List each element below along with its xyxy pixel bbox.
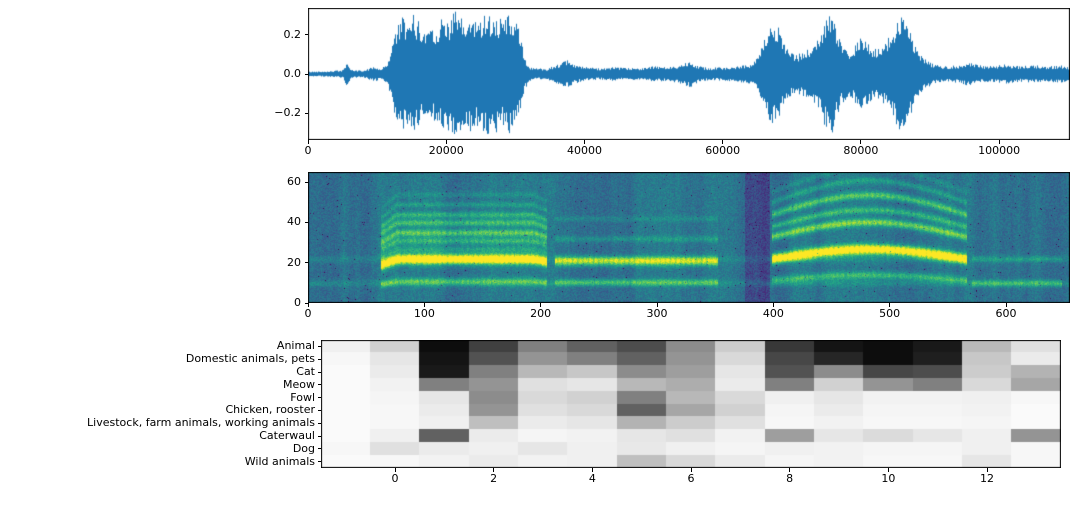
tick-mark — [304, 112, 308, 114]
tick-mark — [304, 34, 308, 36]
y-tick-label: −0.2 — [274, 106, 301, 120]
y-tick-label: 40 — [287, 215, 301, 229]
class-label: Domestic animals, pets — [185, 352, 315, 366]
tick-mark — [317, 448, 321, 450]
waveform-plot — [308, 8, 1070, 140]
class-label: Animal — [276, 339, 315, 353]
x-tick-label: 20000 — [428, 144, 464, 157]
tick-mark — [772, 303, 774, 307]
x-tick-label: 400 — [762, 307, 784, 320]
class-label: Fowl — [290, 390, 315, 404]
tick-mark — [304, 302, 308, 304]
tick-mark — [690, 468, 692, 472]
y-tick-label: 20 — [287, 255, 301, 269]
x-tick-label: 60000 — [705, 144, 741, 157]
y-tick-label: 0.2 — [283, 27, 302, 41]
tick-mark — [304, 73, 308, 75]
x-tick-label: 40000 — [566, 144, 602, 157]
x-tick-label: 0 — [391, 472, 399, 485]
class-label: Caterwaul — [259, 429, 315, 442]
class-label: Wild animals — [244, 454, 315, 468]
tick-mark — [583, 140, 585, 144]
class-label: Livestock, farm animals, working animals — [87, 416, 315, 430]
tick-mark — [317, 422, 321, 424]
tick-mark — [317, 409, 321, 411]
class-heatmap-plot — [321, 340, 1061, 468]
x-tick-label: 200 — [530, 307, 552, 320]
tick-mark — [307, 303, 309, 307]
tick-mark — [317, 435, 321, 437]
tick-mark — [887, 468, 889, 472]
x-tick-label: 12 — [980, 472, 994, 485]
tick-mark — [540, 303, 542, 307]
y-tick-label: 0 — [294, 296, 301, 309]
x-tick-label: 0 — [304, 307, 312, 320]
x-tick-label: 4 — [588, 472, 596, 485]
tick-mark — [789, 468, 791, 472]
tick-mark — [445, 140, 447, 144]
x-tick-label: 100000 — [978, 144, 1021, 157]
tick-mark — [317, 384, 321, 386]
tick-mark — [722, 140, 724, 144]
x-tick-label: 0 — [304, 144, 312, 157]
tick-mark — [591, 468, 593, 472]
tick-mark — [493, 468, 495, 472]
class-label: Cat — [296, 365, 315, 378]
tick-mark — [317, 345, 321, 347]
x-tick-label: 10 — [881, 472, 896, 485]
tick-mark — [1005, 303, 1007, 307]
tick-mark — [394, 468, 396, 472]
class-label: Dog — [292, 441, 315, 455]
y-tick-label: 0.0 — [283, 67, 302, 80]
tick-mark — [423, 303, 425, 307]
x-tick-label: 100 — [413, 307, 435, 320]
x-tick-label: 8 — [786, 472, 794, 485]
tick-mark — [998, 140, 1000, 144]
tick-mark — [317, 358, 321, 360]
spectrogram-plot — [308, 172, 1070, 303]
tick-mark — [656, 303, 658, 307]
tick-mark — [317, 371, 321, 373]
tick-mark — [304, 262, 308, 264]
tick-mark — [317, 397, 321, 399]
y-tick-label: 60 — [287, 175, 301, 189]
class-label: Meow — [283, 377, 315, 391]
x-tick-label: 300 — [646, 307, 668, 320]
tick-mark — [304, 221, 308, 223]
tick-mark — [860, 140, 862, 144]
tick-mark — [307, 140, 309, 144]
x-tick-label: 6 — [687, 472, 695, 485]
x-tick-label: 80000 — [843, 144, 879, 157]
tick-mark — [317, 461, 321, 463]
tick-mark — [889, 303, 891, 307]
x-tick-label: 600 — [995, 307, 1017, 320]
x-tick-label: 500 — [879, 307, 901, 320]
class-label: Chicken, rooster — [225, 403, 315, 417]
tick-mark — [304, 181, 308, 183]
tick-mark — [986, 468, 988, 472]
x-tick-label: 2 — [490, 472, 498, 485]
